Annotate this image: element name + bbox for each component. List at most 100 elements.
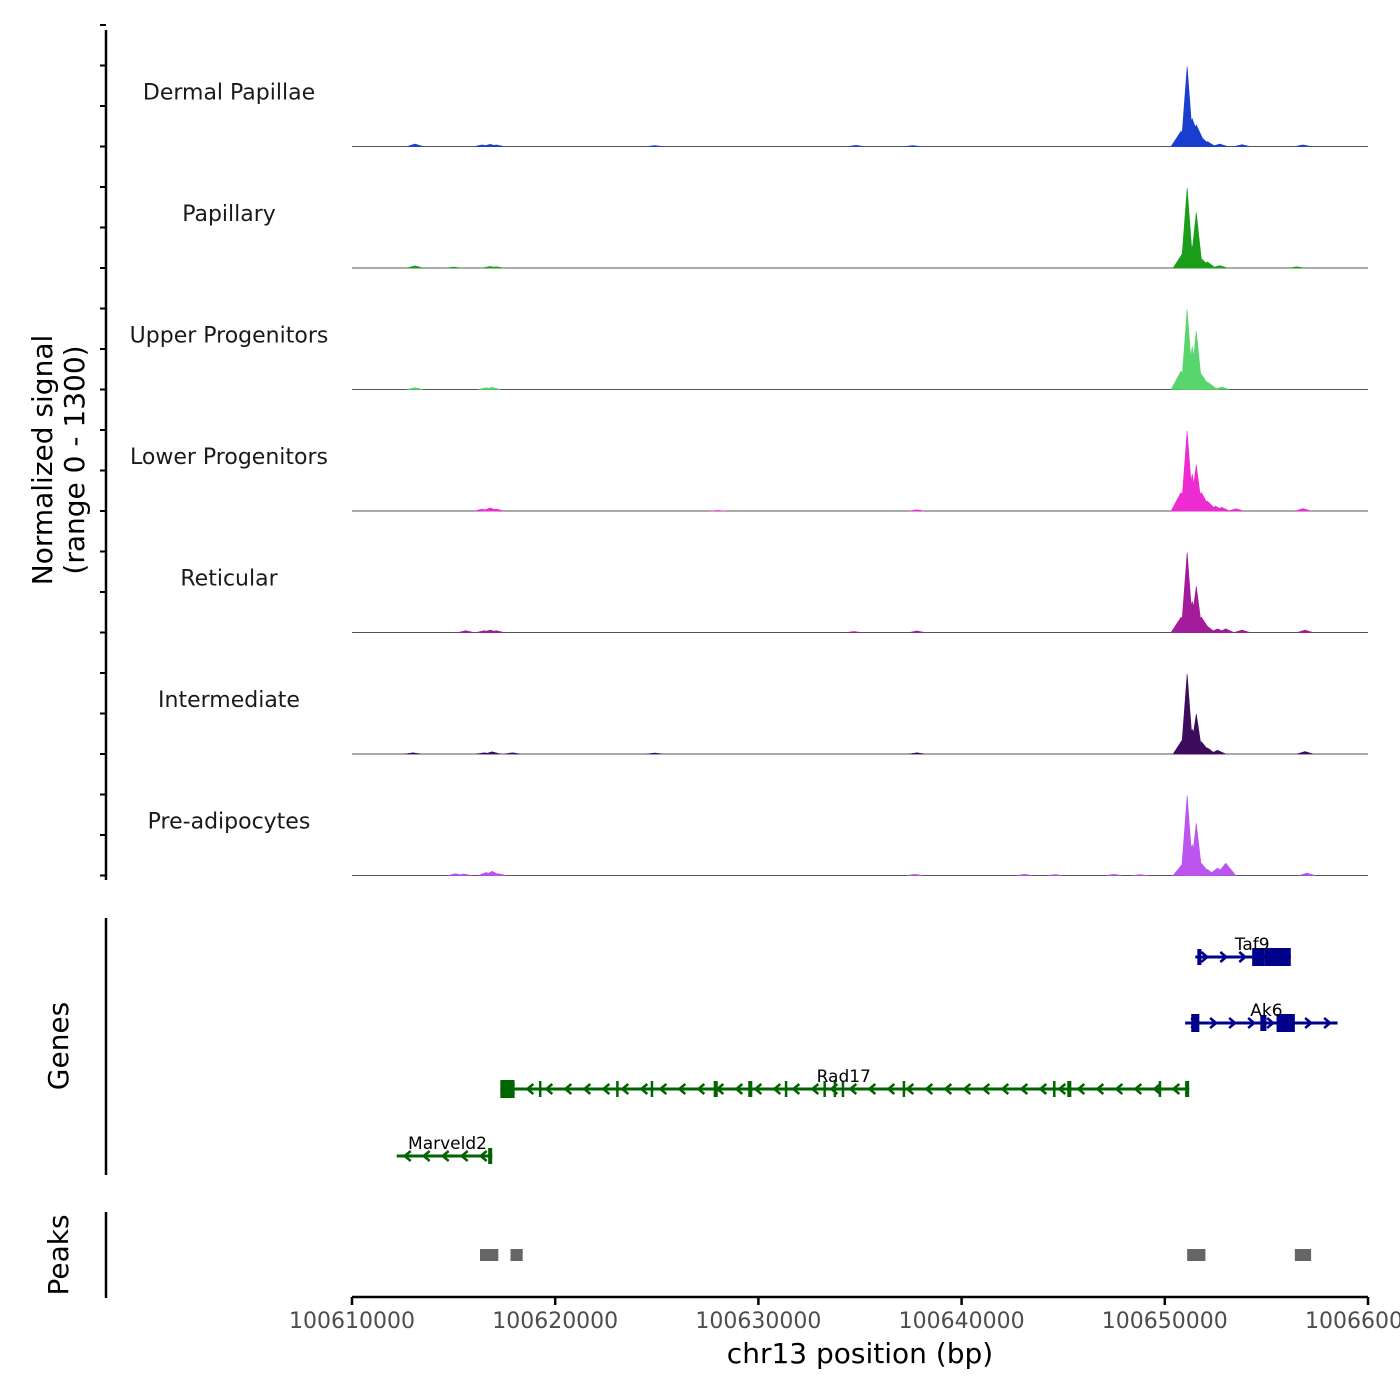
strand-arrow bbox=[421, 1150, 431, 1162]
signal-peak bbox=[406, 387, 424, 390]
x-tick-label: 100620000 bbox=[492, 1309, 618, 1334]
signal-peak bbox=[1296, 629, 1314, 633]
signal-peak bbox=[457, 630, 474, 633]
signal-peak bbox=[646, 752, 663, 755]
exon bbox=[1191, 1014, 1200, 1032]
exon bbox=[833, 1081, 837, 1097]
signal-peak bbox=[488, 144, 505, 147]
strand-arrow bbox=[1219, 951, 1229, 963]
strand-arrow bbox=[810, 1083, 820, 1095]
signal-peak bbox=[406, 265, 424, 269]
strand-arrow bbox=[886, 1083, 896, 1095]
peaks-panel-label: Peaks bbox=[42, 1214, 75, 1295]
exon bbox=[488, 1148, 493, 1164]
track-lower-progenitors: Lower Progenitors bbox=[130, 430, 1368, 512]
y-axis-title-line2: (range 0 - 1300) bbox=[58, 345, 91, 574]
exon bbox=[500, 1080, 515, 1098]
gene-label: Ak6 bbox=[1250, 1001, 1282, 1021]
strand-arrow bbox=[1247, 1017, 1257, 1029]
signal-peak bbox=[1211, 143, 1228, 147]
strand-arrow bbox=[867, 1083, 877, 1095]
signal-peak bbox=[1213, 506, 1230, 512]
signal-peak bbox=[1016, 873, 1033, 876]
strand-arrow bbox=[734, 1083, 744, 1095]
signal-peak bbox=[1233, 629, 1251, 633]
strand-arrow bbox=[459, 1150, 469, 1162]
signal-peak bbox=[1215, 862, 1237, 876]
track-intermediate: Intermediate bbox=[158, 673, 1368, 755]
strand-arrow bbox=[1228, 1017, 1238, 1029]
exon bbox=[902, 1081, 906, 1097]
gene-label: Marveld2 bbox=[408, 1134, 487, 1154]
exon bbox=[1197, 949, 1202, 965]
strand-arrow bbox=[620, 1083, 630, 1095]
exon bbox=[1067, 1081, 1072, 1097]
signal-peak bbox=[709, 510, 726, 512]
peak-regions bbox=[480, 1249, 1312, 1261]
signal-peak bbox=[488, 508, 505, 512]
exon bbox=[538, 1081, 542, 1097]
peak-region bbox=[1187, 1249, 1206, 1261]
track-reticular: Reticular bbox=[180, 552, 1368, 633]
exon bbox=[1158, 1081, 1162, 1097]
signal-peak bbox=[484, 387, 501, 390]
signal-peak bbox=[1227, 508, 1244, 512]
signal-peak bbox=[1294, 144, 1312, 147]
strand-arrow bbox=[1304, 1017, 1314, 1029]
peak-region bbox=[480, 1249, 499, 1261]
strand-arrow bbox=[601, 1083, 611, 1095]
signal-peak bbox=[908, 509, 925, 512]
signal-peak bbox=[1198, 141, 1217, 147]
signal-peak bbox=[406, 143, 424, 147]
signal-peak bbox=[490, 873, 507, 876]
signal-peak bbox=[904, 145, 921, 147]
strand-arrow bbox=[791, 1083, 801, 1095]
strand-arrow bbox=[1200, 951, 1210, 963]
strand-arrow bbox=[1209, 1017, 1219, 1029]
exon bbox=[784, 1081, 788, 1097]
track-label: Intermediate bbox=[158, 688, 300, 713]
strand-arrow bbox=[478, 1150, 488, 1162]
strand-arrow bbox=[1000, 1083, 1010, 1095]
strand-arrow bbox=[943, 1083, 953, 1095]
strand-arrow bbox=[525, 1083, 535, 1095]
signal-peak bbox=[488, 630, 505, 633]
signal-peak bbox=[1198, 625, 1217, 633]
strand-arrow bbox=[1057, 1083, 1067, 1095]
strand-arrow bbox=[440, 1150, 450, 1162]
signal-peak bbox=[1213, 386, 1230, 390]
exon bbox=[841, 1081, 845, 1097]
exon bbox=[1053, 1081, 1056, 1097]
x-tick-label: 100630000 bbox=[695, 1309, 821, 1334]
strand-arrow bbox=[1114, 1083, 1124, 1095]
signal-peak bbox=[1209, 749, 1226, 755]
signal-peak bbox=[906, 873, 923, 876]
exon bbox=[823, 1081, 826, 1097]
exon bbox=[1260, 1015, 1267, 1031]
gene-label: Taf9 bbox=[1234, 935, 1270, 955]
signal-peak bbox=[1105, 873, 1123, 876]
strand-arrow bbox=[696, 1083, 706, 1095]
peak-region bbox=[510, 1249, 523, 1261]
signal-peak bbox=[1294, 508, 1312, 512]
signal-peak bbox=[484, 751, 501, 755]
track-papillary: Papillary bbox=[182, 187, 1368, 269]
strand-arrow bbox=[402, 1150, 412, 1162]
x-tick-label: 100610000 bbox=[289, 1309, 415, 1334]
strand-arrow bbox=[1133, 1083, 1143, 1095]
strand-arrow bbox=[563, 1083, 573, 1095]
coverage-tracks: Dermal Papillae Papillary Upper Progenitor… bbox=[130, 66, 1368, 876]
strand-arrow bbox=[658, 1083, 668, 1095]
strand-arrow bbox=[772, 1083, 782, 1095]
signal-peak bbox=[404, 752, 422, 755]
track-pre-adipocytes: Pre-adipocytes bbox=[148, 795, 1368, 876]
signal-peak bbox=[908, 630, 925, 633]
signal-peak bbox=[1298, 872, 1316, 876]
strand-arrow bbox=[981, 1083, 991, 1095]
gene-taf9: Taf9 bbox=[1195, 935, 1291, 966]
signal-peak bbox=[1198, 261, 1217, 269]
exon bbox=[1185, 1081, 1190, 1097]
x-tick-label: 100650000 bbox=[1102, 1309, 1228, 1334]
track-label: Lower Progenitors bbox=[130, 445, 328, 470]
